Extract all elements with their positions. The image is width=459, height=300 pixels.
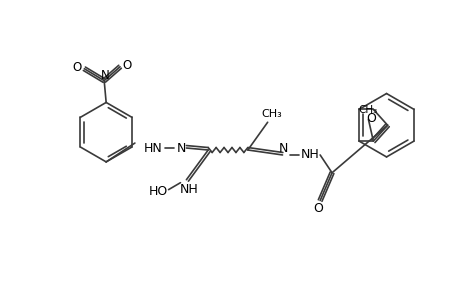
Text: NH: NH	[300, 148, 319, 161]
Text: N: N	[176, 142, 186, 154]
Text: O: O	[73, 61, 82, 74]
Text: CH₃: CH₃	[358, 105, 377, 116]
Text: N: N	[278, 142, 287, 154]
Text: N: N	[101, 69, 109, 82]
Text: HO: HO	[149, 185, 168, 198]
Text: CH₃: CH₃	[261, 109, 281, 119]
Text: O: O	[313, 202, 322, 215]
Text: O: O	[366, 112, 375, 125]
Text: HN: HN	[143, 142, 162, 154]
Text: NH: NH	[179, 183, 198, 196]
Text: O: O	[122, 59, 131, 72]
